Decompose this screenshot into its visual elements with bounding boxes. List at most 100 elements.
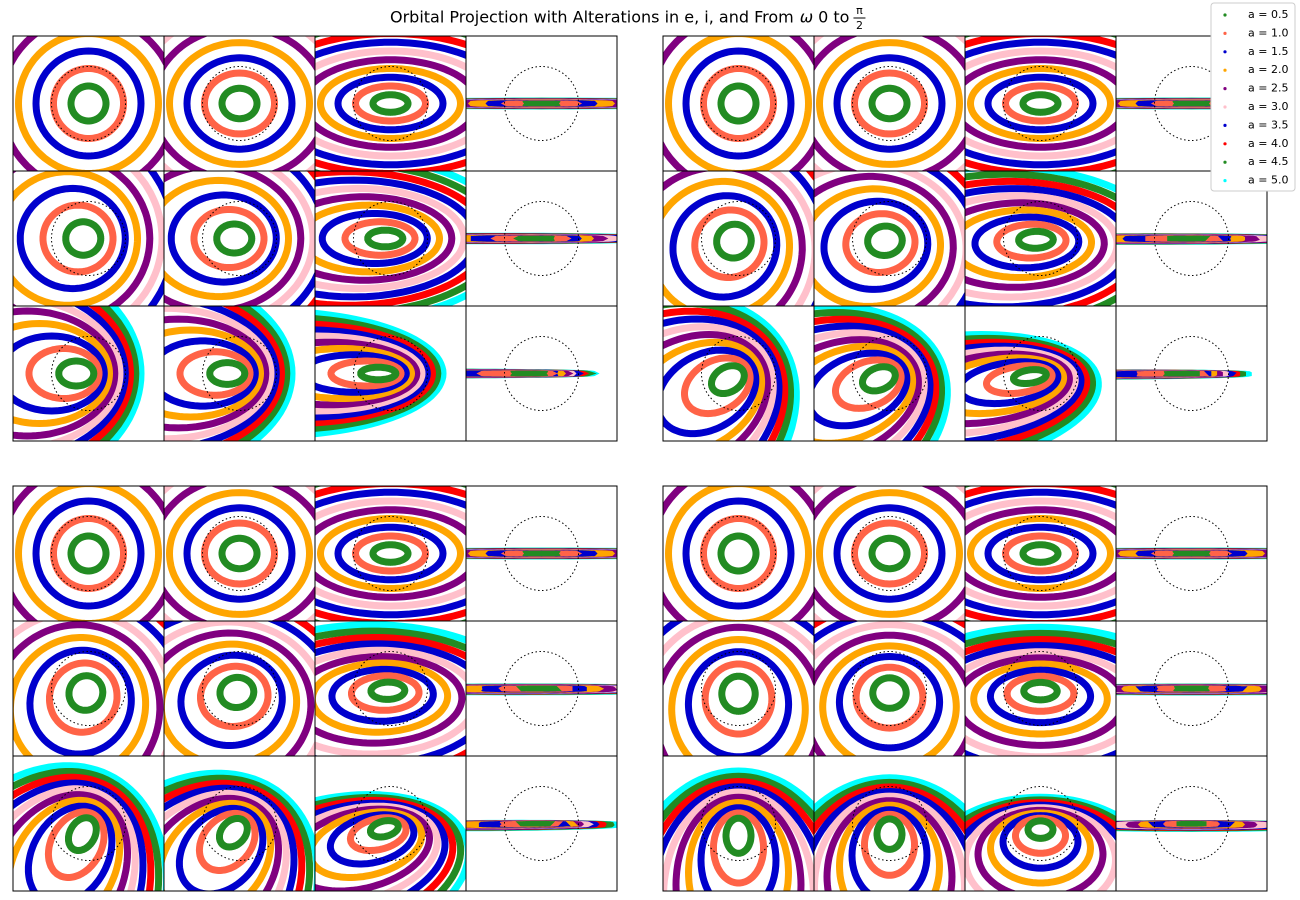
legend-label: a = 0.5 [1248,8,1288,21]
panel [814,306,965,441]
orbit [13,171,142,306]
panel-frame [465,755,618,892]
orbit [183,54,296,153]
orbit [965,192,1116,301]
orbit [315,193,456,284]
orbit [691,206,768,281]
reference-circle [1154,201,1229,276]
panel-frame [465,305,618,442]
legend-label: a = 3.5 [1248,118,1288,131]
orbit [713,220,755,262]
orbit [1010,366,1050,387]
orbit [672,793,805,891]
panel [1116,756,1267,891]
orbit [201,519,278,588]
panel [965,756,1116,891]
panel [315,756,466,891]
orbit [965,199,1108,291]
orbit [50,515,127,592]
reference-circle [1003,66,1078,141]
orbit [965,330,1102,441]
panel [13,171,164,306]
orbit [364,226,407,251]
orbit [859,363,899,395]
orbit [315,171,466,306]
panel [814,36,965,171]
panel [13,306,164,441]
orbit [1167,235,1211,242]
orbit [164,176,293,301]
orbit [164,640,301,756]
orbit [164,774,314,891]
orbit [164,306,275,441]
orbit [315,799,449,891]
orbit [13,307,119,440]
panel [1116,621,1267,756]
orbit [315,345,416,402]
orbit [814,792,965,891]
legend-frame [1210,2,1296,192]
panel [663,306,814,441]
legend-marker [1223,105,1227,109]
orbit [965,354,1068,418]
orbit [767,171,814,306]
orbit [984,73,1097,134]
orbit [315,351,410,396]
panel [13,756,164,891]
orbit [664,486,813,621]
orbit [1024,817,1057,842]
orbit [999,812,1082,872]
legend-marker [1223,160,1227,164]
orbit [341,218,419,259]
orbit [369,541,412,566]
orbit [315,659,452,736]
reference-circle [202,201,277,276]
orbit [315,176,466,301]
orbit [965,358,1062,408]
orbit [164,36,315,171]
reference-circle [852,786,927,861]
orbit [1002,82,1079,125]
orbit [925,171,965,306]
panel [164,756,315,891]
orbit [971,213,1083,272]
orbit [700,65,777,142]
panel [1116,171,1267,306]
orbit [334,523,447,584]
orbit [663,788,814,891]
orbit [986,666,1095,727]
title-range: 0 to [818,8,849,27]
orbit [864,222,906,259]
orbit [814,185,944,306]
legend-label: a = 4.5 [1248,155,1288,168]
orbit [367,817,402,841]
orbit [327,357,405,390]
orbit [328,665,437,725]
orbit [1019,91,1062,116]
reference-circle [504,516,579,591]
orbit [717,82,760,125]
orbit [814,631,965,756]
orbit [814,329,928,441]
reference-circle [1154,336,1229,411]
panel [663,36,814,171]
orbit [164,794,283,891]
orbit [1012,814,1069,857]
orbit [50,65,127,142]
reference-circle [701,66,776,141]
orbit [515,685,562,692]
legend-marker [1223,68,1227,72]
orbit [176,348,254,399]
orbit [65,672,107,714]
panel [466,171,617,306]
reference-circle [51,336,126,411]
reference-circle [1154,516,1229,591]
orbit [164,779,306,891]
orbit [965,171,1116,306]
orbit [206,359,249,388]
panel [965,306,1116,441]
orbit [315,338,421,409]
orbit [164,315,270,432]
reference-circle [1003,201,1078,276]
orbit [814,342,917,441]
